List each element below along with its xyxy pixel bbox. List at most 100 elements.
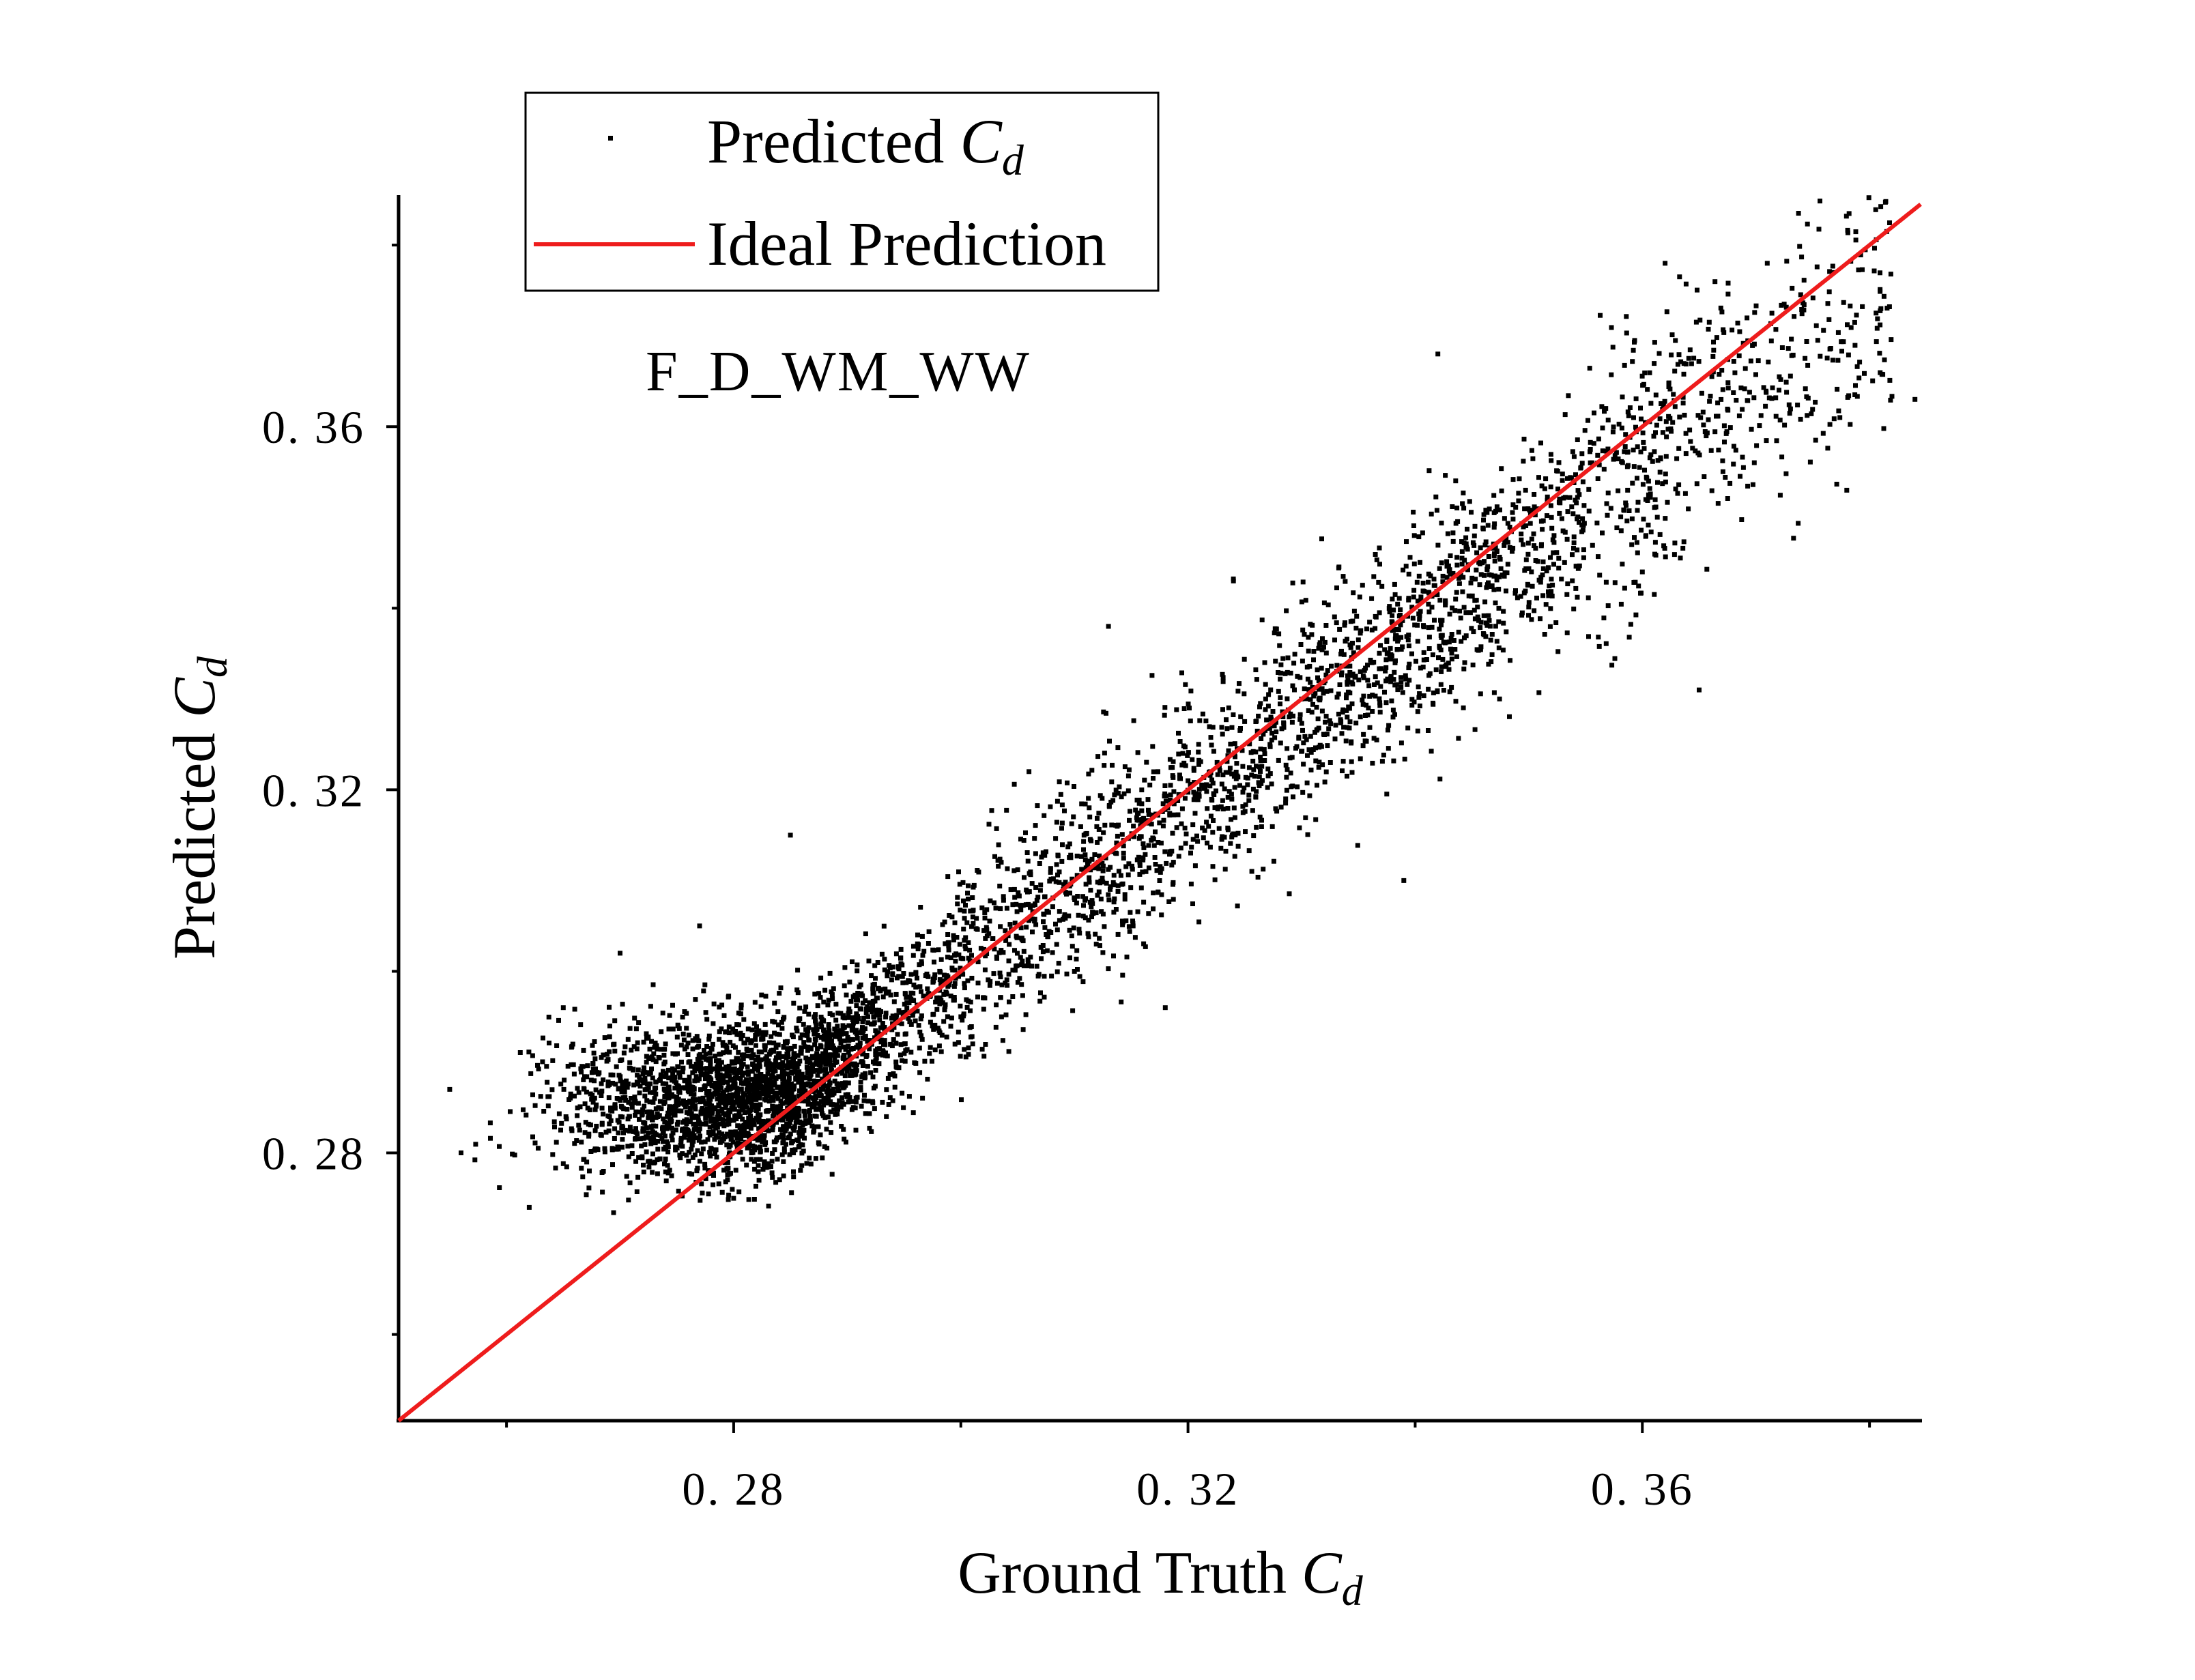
scatter-point [1500, 573, 1505, 578]
scatter-point [1783, 304, 1789, 310]
scatter-point [824, 1033, 829, 1038]
scatter-point [1329, 663, 1334, 669]
scatter-point [850, 1099, 856, 1104]
scatter-point [622, 1090, 627, 1095]
scatter-point [1853, 229, 1859, 235]
scatter-point [1029, 916, 1035, 922]
scatter-point [1648, 452, 1654, 457]
scatter-point [953, 959, 958, 964]
scatter-point [963, 946, 969, 952]
scatter-point [722, 1160, 728, 1165]
scatter-point [1835, 330, 1841, 335]
scatter-point [1586, 508, 1592, 514]
scatter-point [770, 1127, 775, 1133]
scatter-point [863, 998, 868, 1003]
scatter-point [1157, 878, 1162, 883]
scatter-point [1711, 347, 1717, 353]
scatter-point [637, 1110, 642, 1115]
scatter-point [1240, 790, 1246, 795]
scatter-point [1015, 980, 1020, 985]
scatter-point [1650, 459, 1655, 464]
scatter-point [1140, 855, 1146, 860]
scatter-point [805, 1099, 811, 1104]
scatter-point [792, 1083, 797, 1088]
scatter-point [944, 991, 949, 997]
scatter-point [727, 1049, 732, 1055]
scatter-point [818, 1034, 824, 1040]
scatter-point [853, 1127, 859, 1133]
scatter-point [902, 1051, 907, 1056]
scatter-point [1126, 861, 1132, 867]
scatter-point [1751, 460, 1757, 465]
scatter-point [1190, 757, 1195, 762]
scatter-point [803, 1082, 808, 1087]
scatter-point [975, 868, 980, 873]
scatter-point [882, 1038, 887, 1043]
scatter-point [1122, 892, 1128, 897]
scatter-point [898, 1052, 903, 1058]
scatter-point [1229, 792, 1234, 797]
scatter-point [1469, 626, 1474, 631]
scatter-point [706, 1037, 712, 1042]
scatter-point [793, 1120, 799, 1125]
scatter-point [602, 1035, 607, 1041]
scatter-point [623, 1098, 629, 1103]
scatter-point [1263, 696, 1268, 701]
scatter-point [1477, 561, 1482, 566]
scatter-point [553, 1165, 558, 1171]
scatter-point [1220, 732, 1225, 737]
scatter-point [1198, 759, 1203, 764]
scatter-point [1555, 469, 1560, 474]
scatter-point [1768, 338, 1774, 344]
scatter-point [711, 1021, 716, 1026]
scatter-point [947, 983, 952, 987]
scatter-point [1268, 714, 1274, 720]
scatter-point [902, 1009, 908, 1015]
scatter-point [824, 1089, 829, 1095]
scatter-point [840, 1081, 845, 1086]
scatter-point [859, 1006, 863, 1012]
scatter-point [1020, 938, 1026, 944]
scatter-point [1453, 699, 1459, 704]
scatter-point [956, 974, 961, 979]
scatter-point [791, 1000, 797, 1006]
scatter-point [741, 1017, 747, 1022]
scatter-point [1086, 917, 1091, 923]
scatter-point [695, 1121, 701, 1127]
scatter-point [1269, 738, 1274, 742]
scatter-point [883, 986, 888, 991]
scatter-point [676, 1097, 681, 1102]
scatter-point [1111, 953, 1116, 959]
scatter-point [683, 1086, 688, 1091]
scatter-point [1483, 539, 1489, 545]
scatter-point [1137, 863, 1143, 868]
scatter-point [639, 1143, 644, 1148]
scatter-point [1527, 521, 1533, 526]
scatter-point [762, 1162, 767, 1168]
scatter-point [1459, 539, 1464, 545]
scatter-point [1319, 536, 1324, 542]
scatter-point [1040, 943, 1046, 948]
scatter-point [590, 1099, 596, 1105]
scatter-point [948, 1024, 953, 1029]
scatter-point [684, 1121, 689, 1127]
scatter-point [1306, 747, 1312, 753]
scatter-point [545, 1094, 551, 1099]
scatter-point [1394, 647, 1400, 652]
scatter-point [860, 1060, 865, 1065]
scatter-point [727, 1030, 732, 1036]
scatter-point [1492, 521, 1497, 527]
scatter-point [1228, 841, 1233, 846]
scatter-point [1353, 721, 1359, 726]
scatter-point [1076, 927, 1082, 932]
scatter-point [1062, 808, 1067, 813]
scatter-point [650, 1057, 656, 1062]
scatter-point [739, 1103, 745, 1108]
scatter-point [767, 1087, 773, 1092]
scatter-point [992, 900, 996, 906]
scatter-point [1773, 327, 1779, 332]
scatter-point [1102, 763, 1107, 768]
scatter-point [1486, 661, 1491, 667]
scatter-point [1523, 523, 1529, 528]
scatter-point [1169, 863, 1175, 868]
